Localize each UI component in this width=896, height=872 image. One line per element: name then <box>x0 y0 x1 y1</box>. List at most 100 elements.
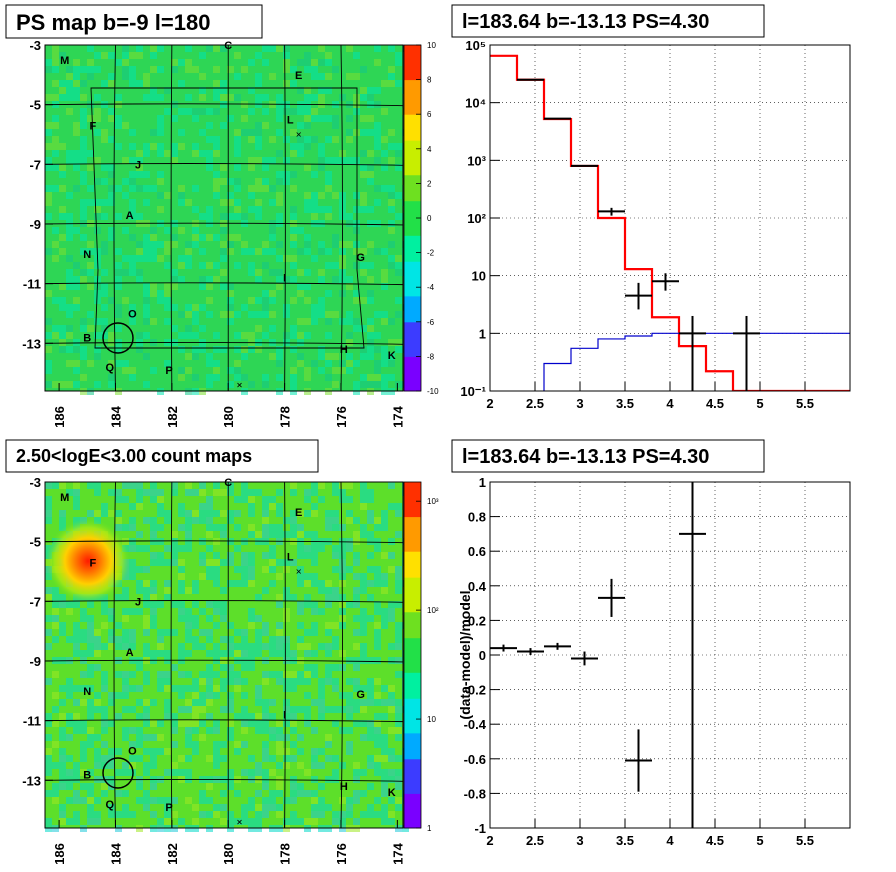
cm-noise-cell <box>52 594 59 601</box>
cm-noise-cell <box>304 510 311 517</box>
cm-noise-cell <box>59 482 66 489</box>
ps-noise-cell <box>262 122 269 129</box>
cm-noise-cell <box>171 531 178 538</box>
ps-noise-cell <box>297 290 304 297</box>
ps-noise-cell <box>213 185 220 192</box>
cm-noise-cell <box>185 671 192 678</box>
ps-noise-cell <box>388 192 395 199</box>
cm-noise-cell <box>234 685 241 692</box>
cm-noise-cell <box>325 580 332 587</box>
cm-noise-cell <box>353 573 360 580</box>
ps-noise-cell <box>374 185 381 192</box>
cm-noise-cell <box>136 699 143 706</box>
ps-noise-cell <box>192 150 199 157</box>
ps-noise-cell <box>87 311 94 318</box>
ps-noise-cell <box>283 66 290 73</box>
ps-noise-cell <box>185 94 192 101</box>
residual-panel: l=183.64 b=-13.13 PS=4.30 2 2.5 3 3.5 4 4.5 5 5… <box>451 439 851 848</box>
cm-noise-cell <box>395 755 402 762</box>
ps-noise-cell <box>388 185 395 192</box>
ps-noise-cell <box>290 171 297 178</box>
cm-noise-cell <box>353 790 360 797</box>
ps-noise-cell <box>185 311 192 318</box>
ps-noise-cell <box>318 59 325 66</box>
ps-noise-cell <box>220 178 227 185</box>
ps-noise-cell <box>108 199 115 206</box>
ps-noise-cell <box>276 360 283 367</box>
ps-noise-cell <box>269 185 276 192</box>
ps-colorbar-bin <box>404 148 421 158</box>
ps-noise-cell <box>143 297 150 304</box>
ps-noise-cell <box>395 381 402 388</box>
ps-noise-cell <box>101 80 108 87</box>
ps-source-label-i: I <box>283 273 286 285</box>
ps-noise-cell <box>101 129 108 136</box>
cm-noise-cell <box>192 510 199 517</box>
ps-noise-cell <box>52 122 59 129</box>
cm-noise-cell <box>297 552 304 559</box>
ps-noise-cell <box>66 192 73 199</box>
cm-noise-cell <box>206 559 213 566</box>
ps-noise-cell <box>318 143 325 150</box>
ps-colorbar-bin <box>404 218 421 228</box>
ps-noise-cell <box>395 52 402 59</box>
cm-noise-cell <box>213 804 220 811</box>
cm-noise-cell <box>311 559 318 566</box>
cm-noise-cell <box>150 531 157 538</box>
count-map-coordinate-grid <box>44 481 404 829</box>
cm-noise-cell <box>332 622 339 629</box>
ps-noise-cell <box>59 304 66 311</box>
cm-noise-cell <box>262 811 269 818</box>
ps-noise-cell <box>346 367 353 374</box>
cm-noise-cell <box>143 804 150 811</box>
ps-noise-cell <box>108 381 115 388</box>
cm-noise-cell <box>59 713 66 720</box>
ps-noise-cell <box>115 269 122 276</box>
ps-noise-cell <box>80 234 87 241</box>
ps-noise-cell <box>388 129 395 136</box>
ps-noise-cell <box>346 339 353 346</box>
cm-noise-cell <box>318 811 325 818</box>
ps-noise-cell <box>248 269 255 276</box>
cm-noise-cell <box>80 671 87 678</box>
spectrum-model-step-line <box>490 54 850 391</box>
cm-noise-cell <box>367 657 374 664</box>
ps-colorbar-tick-label: -6 <box>427 318 435 327</box>
ps-noise-cell <box>318 150 325 157</box>
cm-noise-cell <box>297 580 304 587</box>
cm-noise-cell <box>346 517 353 524</box>
ps-source-label-c: C <box>224 40 232 52</box>
ps-noise-cell <box>115 213 122 220</box>
cm-noise-cell <box>150 587 157 594</box>
ps-noise-cell <box>94 213 101 220</box>
cm-colorbar-bin <box>404 499 421 509</box>
cm-noise-cell <box>178 503 185 510</box>
ps-noise-cell <box>171 101 178 108</box>
cm-noise-cell <box>276 650 283 657</box>
ps-noise-cell <box>213 178 220 185</box>
cm-noise-cell <box>234 650 241 657</box>
ps-noise-cell <box>59 297 66 304</box>
ps-noise-cell <box>227 199 234 206</box>
ps-noise-cell <box>325 52 332 59</box>
cm-noise-cell <box>283 678 290 685</box>
residual-y-axis-label: (data-model)/model <box>457 590 473 719</box>
cm-noise-cell <box>248 797 255 804</box>
cm-noise-cell <box>213 650 220 657</box>
cm-noise-cell <box>346 692 353 699</box>
cm-noise-cell <box>73 776 80 783</box>
ps-noise-cell <box>241 248 248 255</box>
cm-noise-cell <box>108 720 115 727</box>
cm-noise-cell <box>199 797 206 804</box>
cm-noise-cell <box>143 671 150 678</box>
cm-noise-cell <box>150 489 157 496</box>
ps-noise-cell <box>87 150 94 157</box>
cm-noise-cell <box>59 601 66 608</box>
cm-noise-cell <box>185 734 192 741</box>
cm-noise-cell <box>157 601 164 608</box>
cm-noise-cell <box>143 545 150 552</box>
ps-noise-cell <box>353 220 360 227</box>
cm-noise-cell <box>325 678 332 685</box>
cm-noise-cell <box>94 748 101 755</box>
cm-noise-cell <box>150 622 157 629</box>
